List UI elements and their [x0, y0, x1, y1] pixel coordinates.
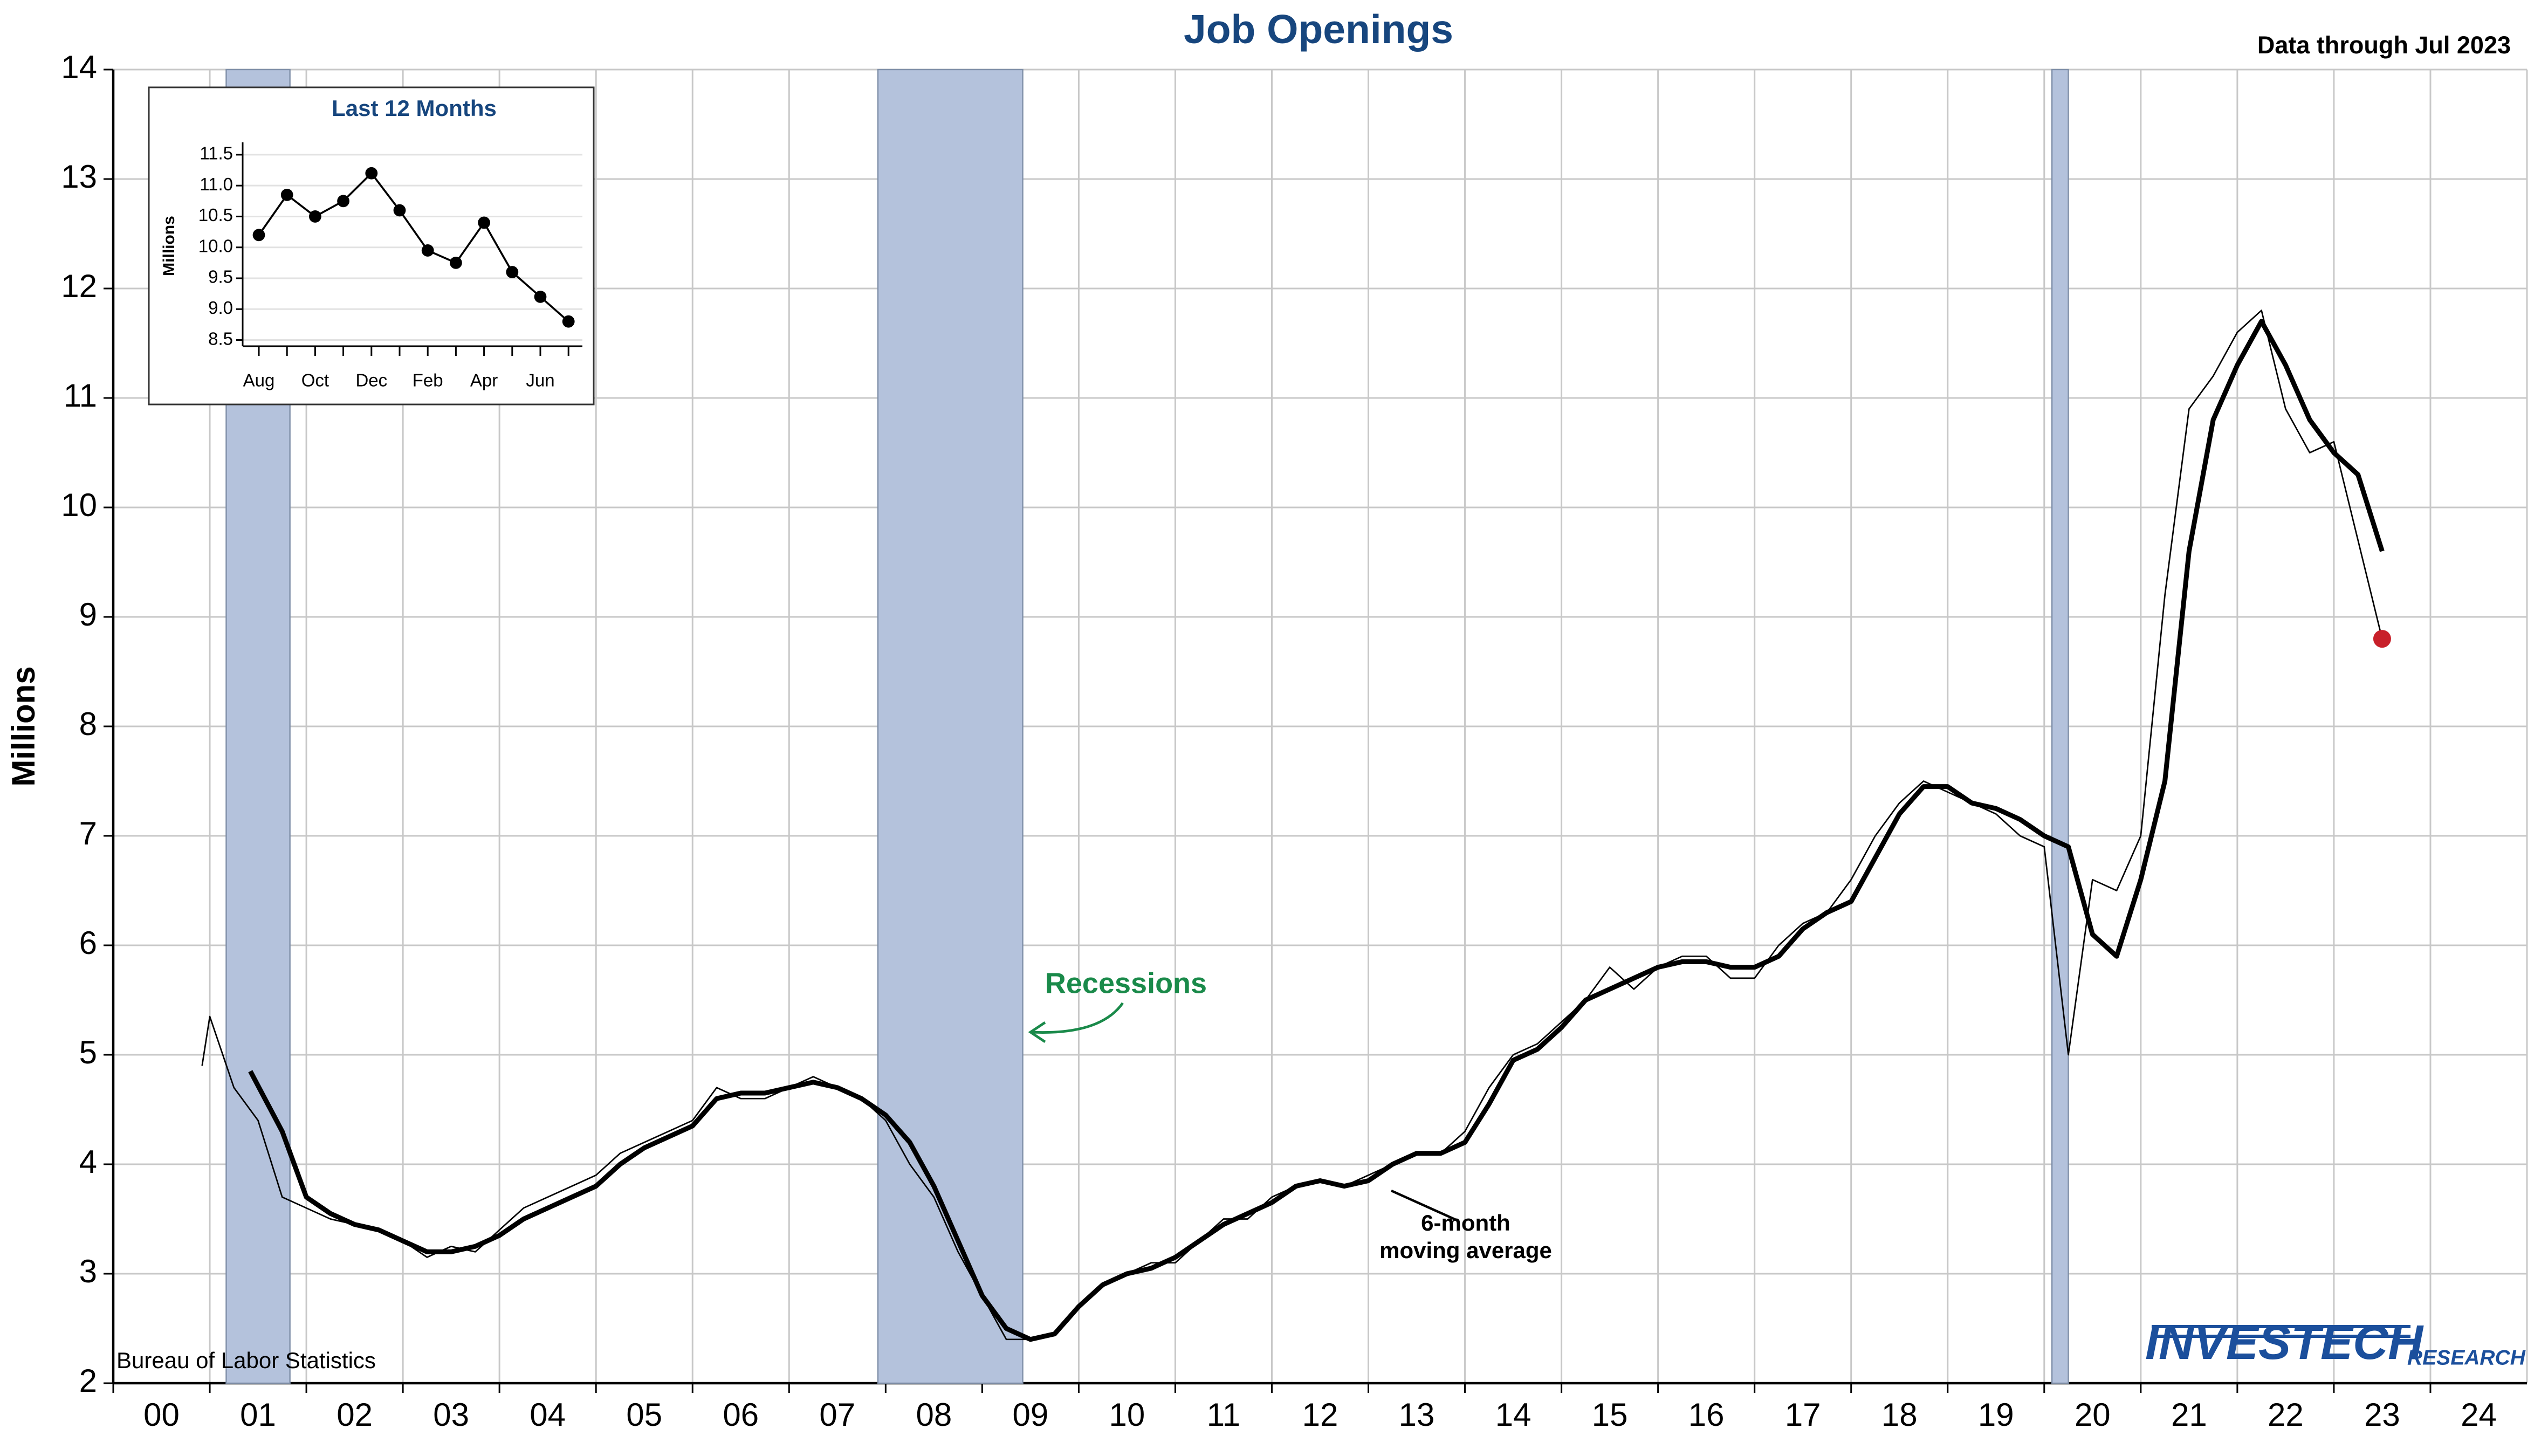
x-tick-label: 05 — [626, 1397, 662, 1433]
x-tick-label: 14 — [1495, 1397, 1531, 1433]
ma-label: moving average — [1379, 1238, 1552, 1263]
y-tick-label: 3 — [79, 1253, 97, 1289]
inset-x-tick-label: Apr — [470, 370, 498, 390]
x-tick-label: 01 — [240, 1397, 276, 1433]
inset-x-tick-label: Aug — [243, 370, 275, 390]
inset-y-tick-label: 11.5 — [200, 143, 233, 163]
recession-arrow — [1028, 1002, 1124, 1043]
inset-x-tick-label: Jun — [526, 370, 554, 390]
inset-point — [393, 204, 406, 217]
y-tick-label: 10 — [61, 487, 97, 523]
inset-y-label: Millions — [160, 216, 178, 276]
x-tick-label: 06 — [723, 1397, 759, 1433]
inset-y-tick-label: 10.0 — [198, 236, 233, 256]
inset-point — [365, 167, 378, 180]
inset-y-tick-label: 8.5 — [208, 328, 233, 348]
x-tick-label: 08 — [916, 1397, 952, 1433]
inset-y-tick-label: 9.5 — [208, 267, 233, 287]
x-tick-label: 03 — [433, 1397, 469, 1433]
x-tick-label: 16 — [1688, 1397, 1725, 1433]
y-tick-label: 4 — [79, 1144, 97, 1180]
inset-y-tick-label: 11.0 — [200, 174, 233, 194]
x-tick-label: 23 — [2364, 1397, 2400, 1433]
x-tick-label: 24 — [2461, 1397, 2497, 1433]
inset-point — [337, 195, 349, 208]
inset-point — [506, 266, 519, 278]
y-tick-label: 6 — [79, 925, 97, 961]
subtitle: Data through Jul 2023 — [2257, 31, 2511, 59]
y-tick-label: 9 — [79, 596, 97, 633]
x-tick-label: 17 — [1785, 1397, 1821, 1433]
inset-x-tick-label: Oct — [301, 370, 329, 390]
last-point — [2373, 630, 2391, 648]
inset-point — [421, 244, 434, 257]
y-axis-label: Millions — [5, 666, 42, 786]
inset-title: Last 12 Months — [332, 95, 497, 121]
recession-label: Recessions — [1045, 967, 1207, 999]
inset-point — [280, 188, 293, 201]
x-tick-label: 04 — [530, 1397, 566, 1433]
x-tick-label: 11 — [1207, 1397, 1240, 1433]
source: Bureau of Labor Statistics — [116, 1348, 376, 1373]
x-tick-label: 22 — [2268, 1397, 2304, 1433]
inset-point — [309, 210, 321, 223]
y-tick-label: 7 — [79, 815, 97, 851]
logo-text: RESEARCH — [2407, 1346, 2526, 1369]
y-tick-label: 13 — [61, 159, 97, 195]
ma-pointer — [1391, 1189, 1457, 1221]
inset-x-tick-label: Feb — [413, 370, 443, 390]
x-tick-label: 21 — [2171, 1397, 2207, 1433]
x-tick-label: 02 — [336, 1397, 373, 1433]
inset-point — [562, 315, 575, 328]
inset-point — [450, 256, 462, 269]
logo-text: INVESTECH — [2145, 1316, 2424, 1370]
y-tick-label: 8 — [79, 706, 97, 742]
chart-title: Job Openings — [1184, 6, 1453, 52]
y-tick-label: 14 — [61, 49, 97, 85]
recession-band — [2051, 68, 2069, 1384]
y-tick-label: 5 — [79, 1034, 97, 1070]
inset-y-tick-label: 10.5 — [198, 205, 233, 225]
inset-point — [534, 290, 547, 303]
y-tick-label: 11 — [64, 377, 97, 414]
inset-x-tick-label: Dec — [355, 370, 387, 390]
ma-label: 6-month — [1421, 1210, 1510, 1235]
x-tick-label: 20 — [2075, 1397, 2111, 1433]
recession-band — [877, 68, 1024, 1384]
inset-point — [478, 216, 491, 229]
y-tick-label: 2 — [79, 1363, 97, 1399]
x-tick-label: 12 — [1302, 1397, 1338, 1433]
y-tick-label: 12 — [61, 268, 97, 304]
x-tick-label: 18 — [1881, 1397, 1918, 1433]
series-line — [248, 319, 2385, 1342]
x-tick-label: 00 — [143, 1397, 180, 1433]
x-tick-label: 10 — [1109, 1397, 1145, 1433]
x-tick-label: 07 — [819, 1397, 855, 1433]
x-tick-label: 15 — [1592, 1397, 1628, 1433]
x-tick-label: 09 — [1013, 1397, 1049, 1433]
x-tick-label: 13 — [1399, 1397, 1435, 1433]
x-tick-label: 19 — [1978, 1397, 2014, 1433]
logo: INVESTECH RESEARCH — [2145, 1316, 2526, 1370]
inset-y-tick-label: 9.0 — [208, 298, 233, 318]
inset-point — [252, 229, 265, 242]
